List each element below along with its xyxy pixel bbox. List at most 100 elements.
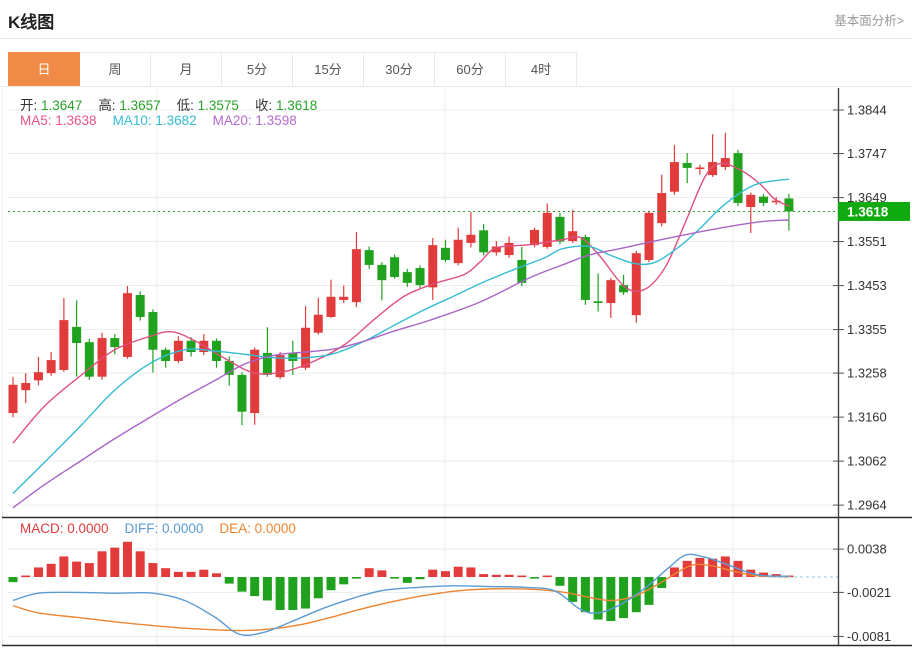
macd-bar (530, 577, 540, 579)
tab-period-5[interactable]: 30分 (364, 52, 435, 87)
macd-bar (8, 577, 18, 583)
macd-bar (364, 568, 374, 577)
tab-period-7[interactable]: 4时 (506, 52, 577, 87)
macd-bar (351, 577, 361, 579)
macd-tick-label: 0.0038 (847, 542, 887, 557)
macd-bar (275, 577, 285, 611)
macd-bar (212, 573, 222, 577)
macd-bar (250, 577, 260, 597)
macd-bar (415, 577, 425, 580)
candle-body (657, 193, 667, 224)
tab-period-6[interactable]: 60分 (435, 52, 506, 87)
legend-ohlc-item-3: 收: 1.3618 (254, 98, 318, 113)
macd-bar (161, 568, 171, 577)
macd-bar (466, 567, 476, 577)
candle-body (8, 384, 18, 414)
price-tick-label: 1.2964 (847, 498, 887, 513)
tab-period-0[interactable]: 日 (8, 52, 80, 87)
macd-bar (97, 551, 107, 577)
ma-lines-group (12, 162, 790, 509)
candle-body (415, 268, 425, 286)
macd-bar (491, 574, 501, 577)
macd-bar (173, 571, 183, 577)
candle-body (517, 259, 527, 283)
candle-body (186, 340, 196, 352)
ma5-line (12, 162, 790, 444)
candle-body (453, 239, 463, 264)
macd-bar (59, 556, 69, 577)
macd-bar (669, 567, 679, 577)
price-tick-label: 1.3747 (847, 146, 887, 161)
candle-body (669, 162, 679, 192)
macd-bar (619, 577, 629, 619)
macd-bar (186, 571, 196, 577)
candle-body (46, 360, 56, 374)
price-tick-label: 1.3062 (847, 454, 887, 469)
tab-period-1[interactable]: 周 (80, 52, 151, 87)
ma10-line (12, 178, 790, 494)
candle-body (631, 253, 641, 316)
candle-body (733, 153, 743, 203)
period-tabbar: 日周月 5分 15分 30分 60分 4时 (8, 52, 577, 87)
candle-body (708, 162, 718, 176)
tab-period-4[interactable]: 15分 (293, 52, 364, 87)
candle-body (262, 352, 272, 375)
macd-bar (72, 561, 82, 577)
macd-bar (542, 575, 552, 578)
candle-body (122, 293, 132, 357)
macd-bar (504, 574, 514, 577)
dea-line (12, 563, 789, 632)
current-price-badge: 1.3618 (838, 201, 910, 221)
legend-ma-item-1: MA10: 1.3682 (112, 113, 197, 128)
candle-body (288, 352, 298, 361)
macd-bar (402, 577, 412, 583)
candle-body (135, 294, 145, 317)
macd-bar (517, 575, 527, 578)
candle-body (59, 320, 69, 370)
candle-body (606, 280, 616, 304)
candle-body (301, 327, 311, 368)
candle-body (746, 194, 756, 207)
price-tick-label: 1.3355 (847, 322, 887, 337)
candle-body (568, 231, 578, 242)
diff-line (12, 553, 789, 636)
macd-bar (479, 574, 489, 577)
title-divider (0, 38, 912, 39)
tab-period-2[interactable]: 月 (151, 52, 222, 87)
price-tick-label: 1.3453 (847, 278, 887, 293)
candle-body (784, 198, 794, 212)
macd-bar (313, 577, 323, 599)
candle-body (758, 196, 768, 203)
macd-bar (148, 563, 158, 577)
current-price-label: 1.3618 (847, 204, 889, 219)
fundamental-analysis-link[interactable]: 基本面分析> (834, 14, 904, 28)
candle-body (504, 242, 514, 256)
macd-bar (301, 577, 311, 609)
candle-body (275, 355, 285, 378)
macd-bar (580, 577, 590, 613)
candle-body (530, 229, 540, 246)
price-tick-label: 1.3160 (847, 410, 887, 425)
macd-bar (339, 577, 349, 585)
price-axis: 1.3844 1.3747 1.3649 1.3551 1.3453 1.3355 1.32… (833, 103, 891, 644)
candle-body (21, 382, 31, 391)
tab-period-3[interactable]: 5分 (222, 52, 293, 87)
macd-bar (122, 541, 132, 577)
macd-bar (606, 577, 616, 622)
legend-ma-item-0: MA5: 1.3638 (20, 113, 97, 128)
macd-bar (377, 570, 387, 577)
macd-bar (682, 560, 692, 577)
candle-body (479, 230, 489, 253)
candle-body (224, 360, 234, 375)
macd-bar (568, 577, 578, 602)
legend-ohlc-item-1: 高: 1.3657 (98, 98, 161, 113)
candle-body (313, 314, 323, 333)
ma20-line (12, 219, 789, 509)
candle-body (326, 296, 336, 317)
macd-bar (46, 563, 56, 577)
legend-ohlc-item-0: 开: 1.3647 (20, 98, 83, 113)
macd-bar (262, 577, 272, 601)
macd-tick-label: -0.0021 (847, 585, 891, 600)
